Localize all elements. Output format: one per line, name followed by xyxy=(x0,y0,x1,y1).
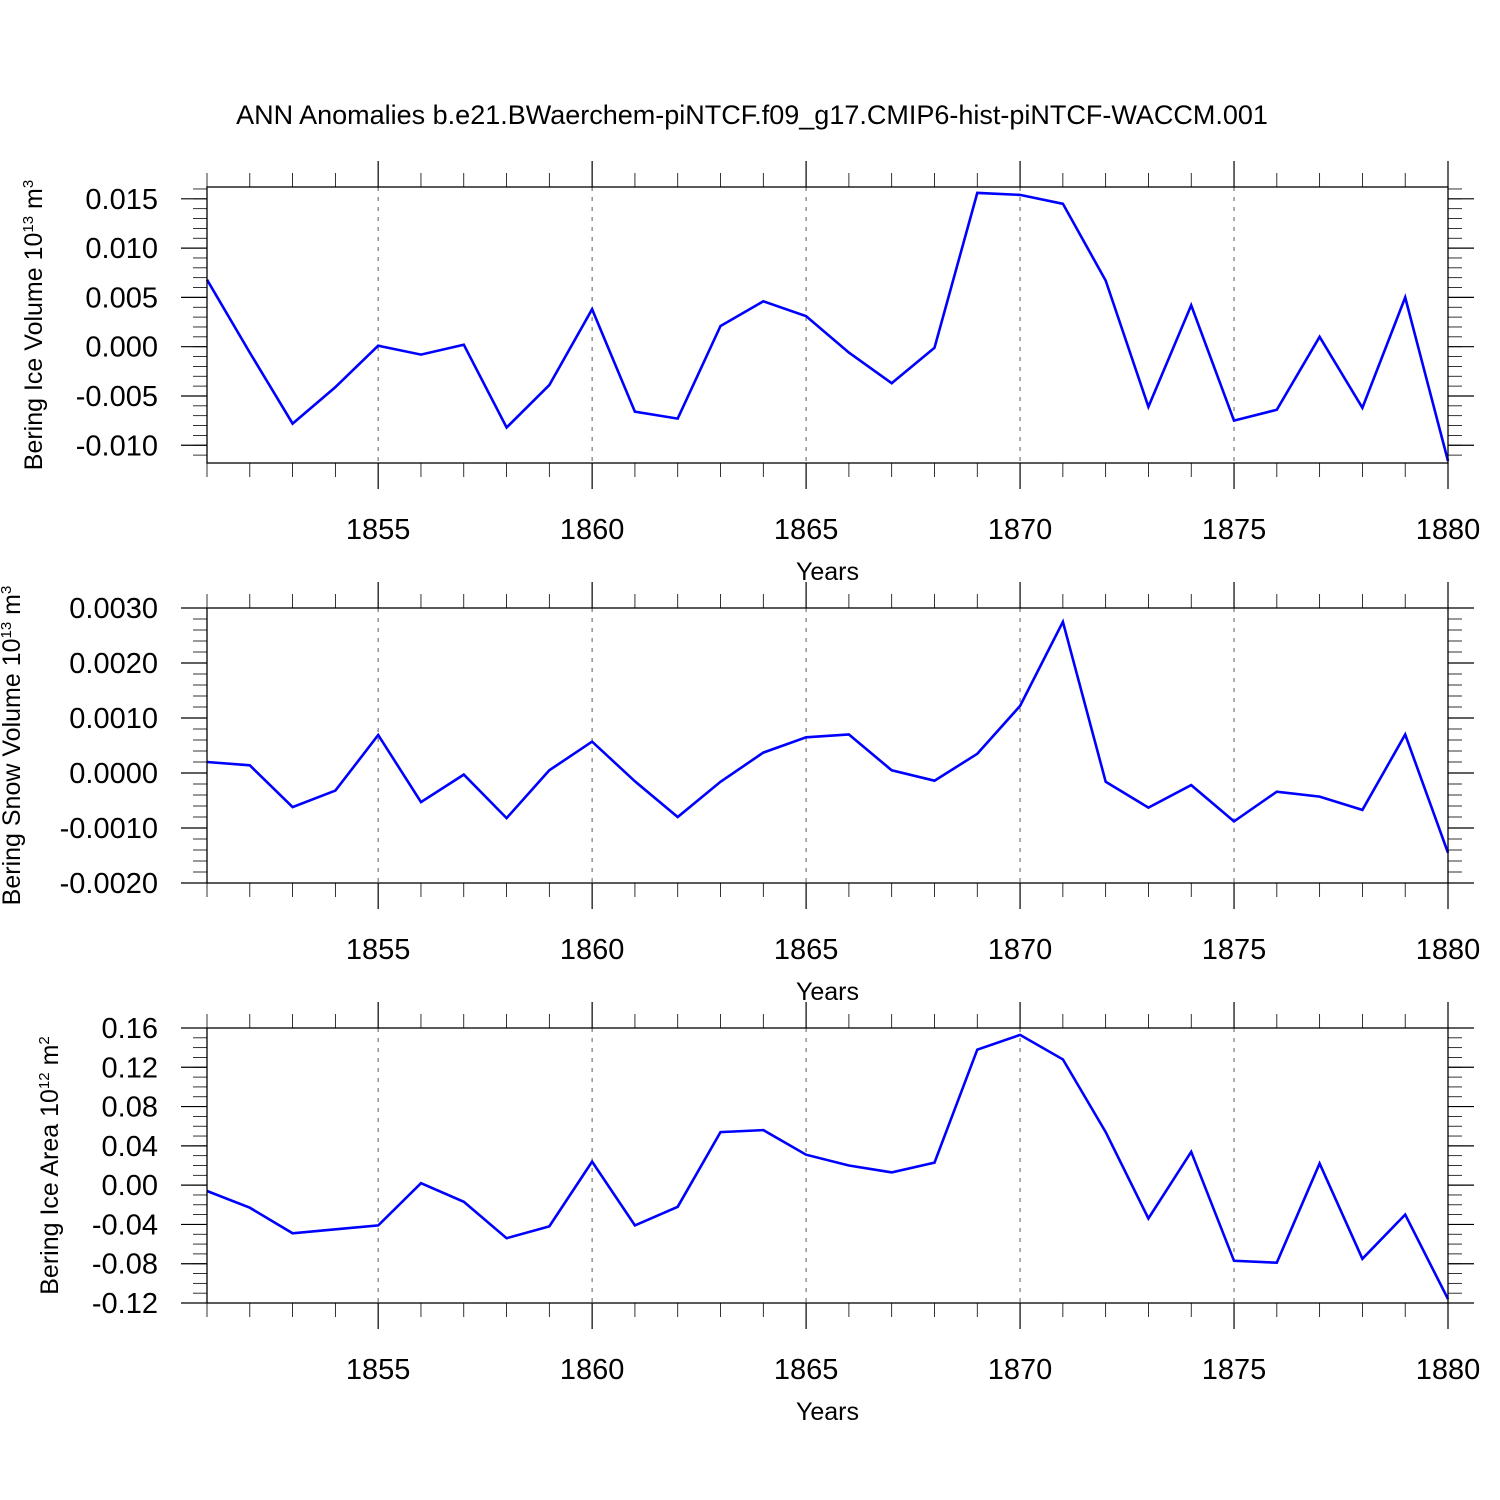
series-line-bering-ice-area xyxy=(206,1033,1450,1300)
x-tick-label: 1860 xyxy=(560,1354,625,1386)
y-tick-label: 0.015 xyxy=(85,184,158,216)
x-axis-title: Years xyxy=(796,978,859,1006)
y-axis-title-unit: m xyxy=(20,188,48,216)
chart-title: ANN Anomalies b.e21.BWaerchem-piNTCF.f09… xyxy=(236,100,1268,130)
y-axis-title-unit: m xyxy=(36,1045,64,1073)
y-axis-title-unit: m xyxy=(0,594,26,622)
x-tick-label: 1865 xyxy=(774,934,839,966)
y-tick-label: -0.005 xyxy=(76,381,158,413)
plot-frame xyxy=(206,186,1449,464)
x-axis-title: Years xyxy=(796,1398,859,1426)
x-tick-label: 1880 xyxy=(1416,1354,1481,1386)
y-tick-label: 0.0020 xyxy=(69,648,158,680)
x-tick-label: 1875 xyxy=(1202,934,1267,966)
x-tick-label: 1865 xyxy=(774,514,839,546)
x-tick-label: 1855 xyxy=(346,934,411,966)
x-tick-label: 1865 xyxy=(774,1354,839,1386)
x-tick-label: 1880 xyxy=(1416,514,1481,546)
y-axis-title-exp: 12 xyxy=(36,1072,53,1089)
y-axis-title-exp: 13 xyxy=(20,216,37,233)
panel-ice-volume: -0.010 -0.005 0.000 0.005 0.010 0.015 1855 1860… xyxy=(20,161,1480,586)
x-tick-label: 1870 xyxy=(988,514,1053,546)
y-tick-label: -0.08 xyxy=(92,1249,158,1281)
y-tick-label: 0.005 xyxy=(85,282,158,314)
y-tick-label: -0.0020 xyxy=(60,868,158,900)
y-axis-title-exp: 13 xyxy=(0,622,15,639)
y-axis-title: Bering Ice Volume 1013 m3 xyxy=(20,180,48,470)
x-tick-label: 1875 xyxy=(1202,1354,1267,1386)
x-tick-label: 1855 xyxy=(346,514,411,546)
x-tick-label: 1860 xyxy=(560,514,625,546)
x-tick-label: 1880 xyxy=(1416,934,1481,966)
x-tick-label: 1875 xyxy=(1202,514,1267,546)
y-axis-title-text: Bering Ice Area 10 xyxy=(36,1089,64,1295)
y-axis-title-text: Bering Snow Volume 10 xyxy=(0,638,26,905)
y-tick-label: 0.00 xyxy=(102,1170,158,1202)
y-tick-label: 0.16 xyxy=(102,1013,158,1045)
series-line-bering-ice-volume xyxy=(205,191,1450,462)
y-tick-label: -0.12 xyxy=(92,1288,158,1320)
y-axis-title: Bering Ice Area 1012 m2 xyxy=(36,1036,64,1295)
x-tick-label: 1855 xyxy=(346,1354,411,1386)
plot-frame xyxy=(206,607,1449,884)
y-axis-title-text: Bering Ice Volume 10 xyxy=(20,233,48,471)
y-tick-label: 0.010 xyxy=(85,233,158,265)
x-tick-label: 1870 xyxy=(988,1354,1053,1386)
y-tick-label: 0.0010 xyxy=(69,703,158,735)
y-tick-label: -0.04 xyxy=(92,1209,158,1241)
x-tick-label: 1860 xyxy=(560,934,625,966)
series-line-bering-snow-volume xyxy=(206,618,1450,854)
x-axis-title: Years xyxy=(796,558,859,586)
y-axis-title-unit-exp: 3 xyxy=(0,586,15,594)
panel-ice-area: -0.12 -0.08 -0.04 0.00 0.04 0.08 0.12 0.16 1855 1… xyxy=(36,1002,1480,1426)
y-tick-label: 0.0000 xyxy=(69,758,158,790)
y-tick-label: 0.000 xyxy=(85,332,158,364)
y-axis-title-unit-exp: 3 xyxy=(20,180,37,188)
y-tick-label: 0.0030 xyxy=(69,593,158,625)
y-tick-label: 0.12 xyxy=(102,1052,158,1084)
y-axis-title: Bering Snow Volume 1013 m3 xyxy=(0,586,26,906)
y-tick-label: -0.0010 xyxy=(60,813,158,845)
plot-frame xyxy=(206,1027,1449,1304)
y-tick-label: 0.04 xyxy=(102,1131,158,1163)
x-tick-label: 1870 xyxy=(988,934,1053,966)
panel-snow-volume: -0.0020 -0.0010 0.0000 0.0010 0.0020 0.0030 18… xyxy=(0,582,1480,1006)
y-axis-title-unit-exp: 2 xyxy=(36,1036,53,1044)
y-tick-label: -0.010 xyxy=(76,430,158,462)
y-tick-label: 0.08 xyxy=(102,1092,158,1124)
